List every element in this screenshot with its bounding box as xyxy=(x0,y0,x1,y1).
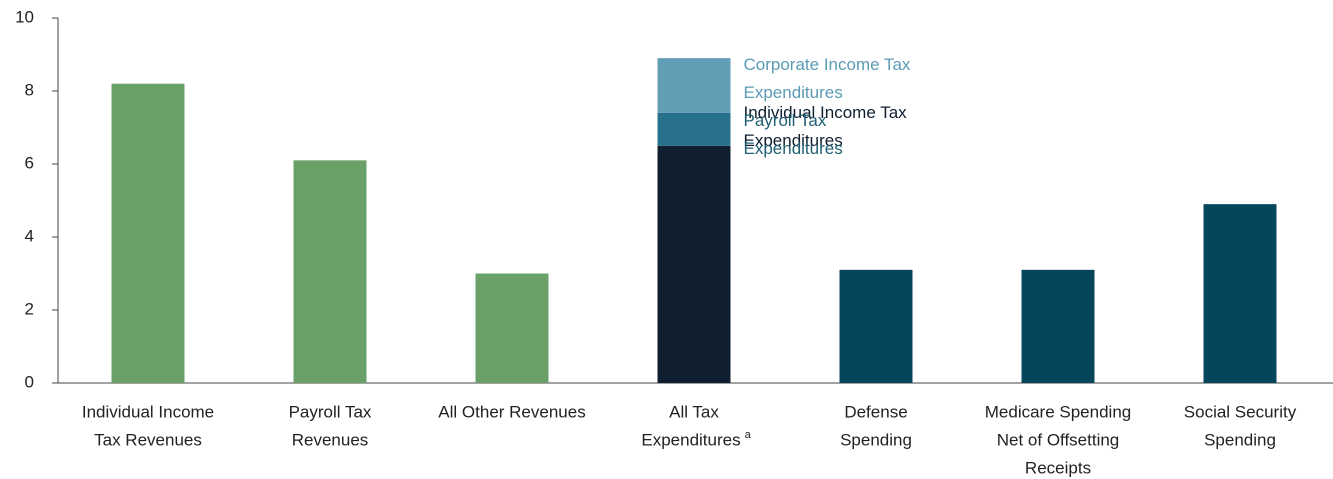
segment-label: Expenditures xyxy=(744,131,843,150)
x-tick-label: Spending xyxy=(1204,430,1276,449)
segment-label: Individual Income Tax xyxy=(744,103,908,122)
y-tick-label: 10 xyxy=(15,7,34,26)
x-tick-label: Defense xyxy=(844,402,907,421)
y-tick-label: 0 xyxy=(25,372,34,391)
bar xyxy=(1203,204,1277,383)
x-tick-label: Receipts xyxy=(1025,458,1091,477)
x-tick-label: Revenues xyxy=(292,430,369,449)
bar xyxy=(839,269,913,383)
bar xyxy=(475,273,549,383)
y-tick-label: 2 xyxy=(25,299,34,318)
y-tick-label: 8 xyxy=(25,80,34,99)
x-tick-label: Medicare Spending xyxy=(985,402,1131,421)
x-tick-label: All Tax xyxy=(669,402,719,421)
y-tick-label: 6 xyxy=(25,153,34,172)
x-tick-label: Social Security xyxy=(1184,402,1297,421)
bar xyxy=(293,160,367,383)
segment-label: Expenditures xyxy=(744,139,843,158)
y-tick-label: 4 xyxy=(25,226,34,245)
segment-label: Payroll Tax xyxy=(744,111,827,130)
segment-label: Expenditures xyxy=(744,83,843,102)
bar xyxy=(111,83,185,383)
segment-label: Corporate Income Tax xyxy=(744,55,911,74)
x-tick-label: Net of Offsetting xyxy=(997,430,1120,449)
x-tick-label: All Other Revenues xyxy=(438,402,585,421)
stack-segment xyxy=(657,58,731,113)
footnote-marker: a xyxy=(745,429,752,441)
stack-segment xyxy=(657,112,731,146)
x-tick-label: Individual Income xyxy=(82,402,214,421)
stack-segment xyxy=(657,145,731,383)
x-tick-label: Tax Revenues xyxy=(94,430,202,449)
bar xyxy=(1021,269,1095,383)
x-tick-label: Expenditures xyxy=(641,430,740,449)
x-tick-label: Spending xyxy=(840,430,912,449)
x-tick-label: Payroll Tax xyxy=(289,402,372,421)
